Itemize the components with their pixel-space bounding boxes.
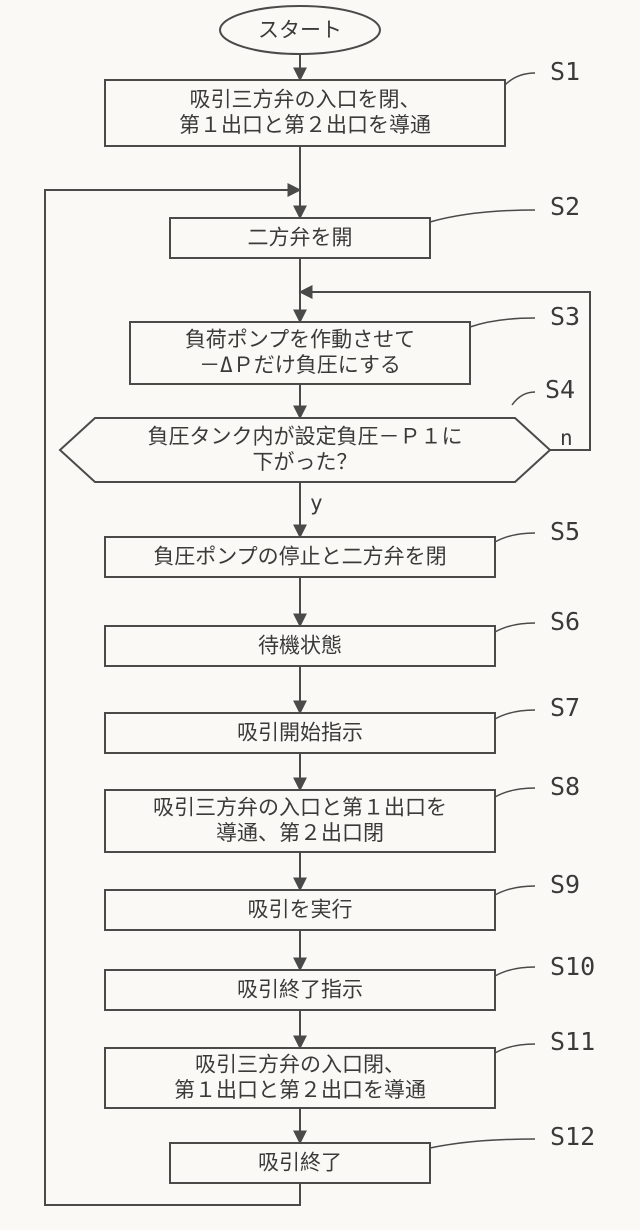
node-text: 下がった？ <box>253 450 358 474</box>
label-connector <box>430 1139 535 1148</box>
step-label: S10 <box>550 952 595 981</box>
label-connector <box>495 886 535 895</box>
step-label: S8 <box>550 772 580 801</box>
node-S3: 負荷ポンプを作動させて－ΔＰだけ負圧にする S3 <box>130 302 580 384</box>
node-text: 吸引終了指示 <box>237 977 363 1001</box>
node-text: 負圧タンク内が設定負圧－Ｐ１に <box>148 425 463 449</box>
label-connector <box>495 1044 535 1053</box>
label-connector <box>505 73 535 85</box>
start-label: スタート <box>258 18 342 42</box>
step-label: S11 <box>550 1027 595 1056</box>
node-text: 吸引三方弁の入口と第１出口を <box>153 796 447 820</box>
label-connector <box>495 623 535 632</box>
label-connector <box>512 392 535 405</box>
node-text: 吸引三方弁の入口を閉、 <box>190 88 421 112</box>
label-connector <box>495 533 535 542</box>
step-label: S5 <box>550 517 580 546</box>
node-text: 負荷ポンプを作動させて <box>185 328 415 352</box>
step-label: S3 <box>550 302 580 331</box>
node-S1: 吸引三方弁の入口を閉、第１出口と第２出口を導通 S1 <box>105 57 580 146</box>
node-S10: 吸引終了指示 S10 <box>105 952 595 1010</box>
node-S5: 負圧ポンプの停止と二方弁を閉 S5 <box>105 517 580 577</box>
step-label: S4 <box>545 375 575 404</box>
node-S11: 吸引三方弁の入口閉、第１出口と第２出口を導通 S11 <box>105 1027 595 1108</box>
node-text: 負圧ポンプの停止と二方弁を閉 <box>153 544 446 568</box>
node-text: 二方弁を開 <box>248 225 353 249</box>
node-text: －ΔＰだけ負圧にする <box>199 353 401 377</box>
step-label: S7 <box>550 693 580 722</box>
step-label: S9 <box>550 870 580 899</box>
branch-no: n <box>560 426 573 450</box>
label-connector <box>495 967 535 976</box>
label-connector <box>470 318 535 327</box>
node-S9: 吸引を実行 S9 <box>105 870 580 930</box>
node-text: 吸引終了 <box>258 1150 342 1174</box>
node-S8: 吸引三方弁の入口と第１出口を導通、第２出口閉 S8 <box>105 772 580 852</box>
node-S7: 吸引開始指示 S7 <box>105 693 580 753</box>
node-text: 第１出口と第２出口を導通 <box>174 1078 426 1102</box>
flowchart: スタート吸引三方弁の入口を閉、第１出口と第２出口を導通S1二方弁を開S2負荷ポン… <box>0 0 640 1230</box>
node-text: 導通、第２出口閉 <box>216 821 384 845</box>
node-text: 吸引三方弁の入口閉、 <box>195 1053 405 1077</box>
node-S2: 二方弁を開 S2 <box>170 192 580 258</box>
node-text: 吸引開始指示 <box>237 720 363 744</box>
branch-yes: y <box>310 491 323 515</box>
node-text: 第１出口と第２出口を導通 <box>179 113 431 137</box>
label-connector <box>495 788 535 797</box>
node-S12: 吸引終了 S12 <box>170 1122 595 1183</box>
step-label: S1 <box>550 57 580 86</box>
node-S4: 負圧タンク内が設定負圧－Ｐ１に下がった？ S4 y n <box>60 375 575 515</box>
label-connector <box>495 710 535 719</box>
node-text: 吸引を実行 <box>248 897 353 921</box>
step-label: S12 <box>550 1122 595 1151</box>
step-label: S2 <box>550 192 580 221</box>
step-label: S6 <box>550 607 580 636</box>
label-connector <box>430 210 535 222</box>
node-text: 待機状態 <box>258 633 342 657</box>
node-S6: 待機状態 S6 <box>105 607 580 666</box>
